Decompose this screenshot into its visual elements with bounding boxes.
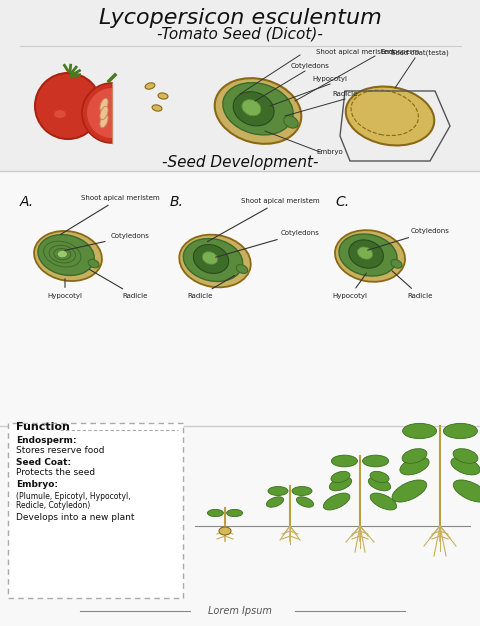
Ellipse shape (452, 480, 480, 502)
Text: Radicle: Radicle (89, 269, 147, 299)
Ellipse shape (331, 455, 357, 467)
Bar (0, 171, 480, 426)
Ellipse shape (362, 455, 388, 467)
Ellipse shape (152, 105, 161, 111)
Ellipse shape (100, 98, 108, 111)
Ellipse shape (369, 471, 388, 483)
Text: Develops into a new plant: Develops into a new plant (16, 513, 134, 522)
Ellipse shape (38, 235, 94, 275)
Ellipse shape (34, 231, 102, 281)
Text: Protects the seed: Protects the seed (16, 468, 95, 477)
Polygon shape (82, 83, 112, 143)
Ellipse shape (402, 423, 436, 439)
Ellipse shape (54, 110, 66, 118)
Text: -Tomato Seed (Dicot)-: -Tomato Seed (Dicot)- (157, 26, 322, 41)
Ellipse shape (334, 230, 404, 282)
Text: Hypocotyl: Hypocotyl (48, 279, 83, 299)
Text: Shoot apical meristem: Shoot apical meristem (315, 49, 394, 55)
Ellipse shape (236, 265, 247, 274)
Ellipse shape (193, 245, 228, 274)
Ellipse shape (329, 477, 351, 491)
Ellipse shape (391, 480, 426, 502)
Ellipse shape (144, 83, 155, 89)
Ellipse shape (399, 457, 428, 475)
Ellipse shape (370, 493, 396, 510)
Text: Radicle: Radicle (332, 91, 357, 97)
Ellipse shape (100, 106, 108, 120)
Ellipse shape (443, 423, 477, 439)
Ellipse shape (296, 497, 313, 507)
Ellipse shape (357, 247, 372, 259)
Ellipse shape (450, 457, 479, 475)
Text: Seed coat(testa): Seed coat(testa) (390, 49, 448, 56)
Bar (0, 0, 480, 171)
Ellipse shape (368, 477, 390, 491)
Text: Lycopersicon esculentum: Lycopersicon esculentum (98, 8, 381, 28)
Ellipse shape (233, 92, 274, 126)
Ellipse shape (283, 116, 298, 128)
Text: -Seed Development-: -Seed Development- (161, 155, 318, 170)
Text: (Plumule, Epicotyl, Hypocotyl,: (Plumule, Epicotyl, Hypocotyl, (16, 492, 131, 501)
Ellipse shape (267, 486, 288, 496)
Text: Cotyledons: Cotyledons (215, 230, 319, 257)
Text: Hypocotyl: Hypocotyl (312, 76, 347, 82)
Ellipse shape (222, 83, 292, 135)
Ellipse shape (390, 260, 401, 268)
Text: Endosperm: Endosperm (379, 49, 419, 55)
Ellipse shape (345, 86, 433, 145)
Ellipse shape (202, 252, 217, 264)
Text: B.: B. (169, 195, 183, 209)
Ellipse shape (266, 497, 283, 507)
Text: Function: Function (16, 422, 70, 432)
Ellipse shape (241, 100, 261, 116)
Text: Cotyledons: Cotyledons (65, 233, 149, 250)
Text: Radicle: Radicle (391, 271, 432, 299)
Ellipse shape (88, 259, 99, 268)
Text: Endosperm:: Endosperm: (16, 436, 76, 445)
Ellipse shape (330, 471, 349, 483)
Ellipse shape (348, 240, 383, 268)
Text: Cotyledons: Cotyledons (367, 228, 448, 250)
Ellipse shape (338, 234, 396, 276)
Text: Radicle: Radicle (187, 275, 234, 299)
Text: Shoot apical meristem: Shoot apical meristem (207, 198, 319, 242)
Ellipse shape (58, 251, 67, 257)
Text: Embryo: Embryo (316, 149, 343, 155)
Ellipse shape (218, 527, 230, 535)
Text: A.: A. (20, 195, 34, 209)
Ellipse shape (183, 239, 242, 282)
Ellipse shape (100, 115, 108, 128)
Ellipse shape (323, 493, 349, 510)
Text: Cotyledons: Cotyledons (290, 63, 329, 69)
Text: Hypocotyl: Hypocotyl (332, 274, 367, 299)
Text: Lorem Ipsum: Lorem Ipsum (208, 606, 271, 616)
Text: Embryo:: Embryo: (16, 480, 58, 489)
Ellipse shape (158, 93, 167, 100)
Ellipse shape (401, 449, 426, 463)
Ellipse shape (452, 449, 477, 463)
Text: Seed Coat:: Seed Coat: (16, 458, 71, 467)
Ellipse shape (207, 510, 223, 516)
Text: Redicle, Cotyledon): Redicle, Cotyledon) (16, 501, 90, 510)
Bar (0, 426, 480, 626)
Ellipse shape (179, 235, 250, 287)
Polygon shape (87, 88, 112, 138)
Ellipse shape (291, 486, 312, 496)
FancyBboxPatch shape (8, 423, 182, 598)
Text: Stores reserve food: Stores reserve food (16, 446, 104, 455)
Ellipse shape (226, 510, 242, 516)
Ellipse shape (214, 78, 300, 144)
Circle shape (35, 73, 101, 139)
Text: Shoot apical meristem: Shoot apical meristem (60, 195, 159, 235)
Text: C.: C. (334, 195, 348, 209)
